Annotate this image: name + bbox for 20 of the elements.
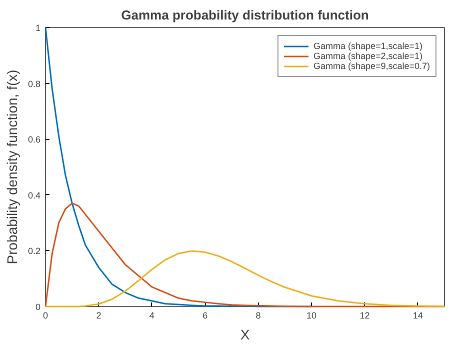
y-tick-label: 1 [35, 23, 41, 33]
y-tick-label: 0.8 [28, 78, 41, 89]
y-axis-title: Probability density function, f(x) [4, 70, 20, 264]
chart-title: Gamma probability distribution function [121, 8, 369, 22]
x-tick-label: 2 [96, 310, 102, 320]
y-tick-label: 0.4 [28, 190, 41, 200]
legend-label: Gamma (shape=9,scale=0.7) [313, 61, 430, 71]
x-tick-label: 0 [42, 310, 48, 320]
x-axis-title: X [240, 326, 250, 342]
x-tick-label: 8 [256, 310, 261, 320]
y-tick-label: 0.2 [28, 246, 41, 256]
legend-label: Gamma (shape=2,scale=1) [313, 51, 422, 61]
legend-label: Gamma (shape=1,scale=1) [313, 41, 422, 51]
y-tick-label: 0 [35, 302, 41, 312]
x-tick-label: 6 [202, 310, 208, 320]
y-tick-label: 0.6 [28, 134, 41, 145]
x-tick-label: 12 [360, 310, 370, 320]
x-tick-label: 4 [149, 310, 154, 320]
x-tick-label: 14 [412, 310, 423, 320]
x-tick-label: 10 [306, 310, 317, 320]
